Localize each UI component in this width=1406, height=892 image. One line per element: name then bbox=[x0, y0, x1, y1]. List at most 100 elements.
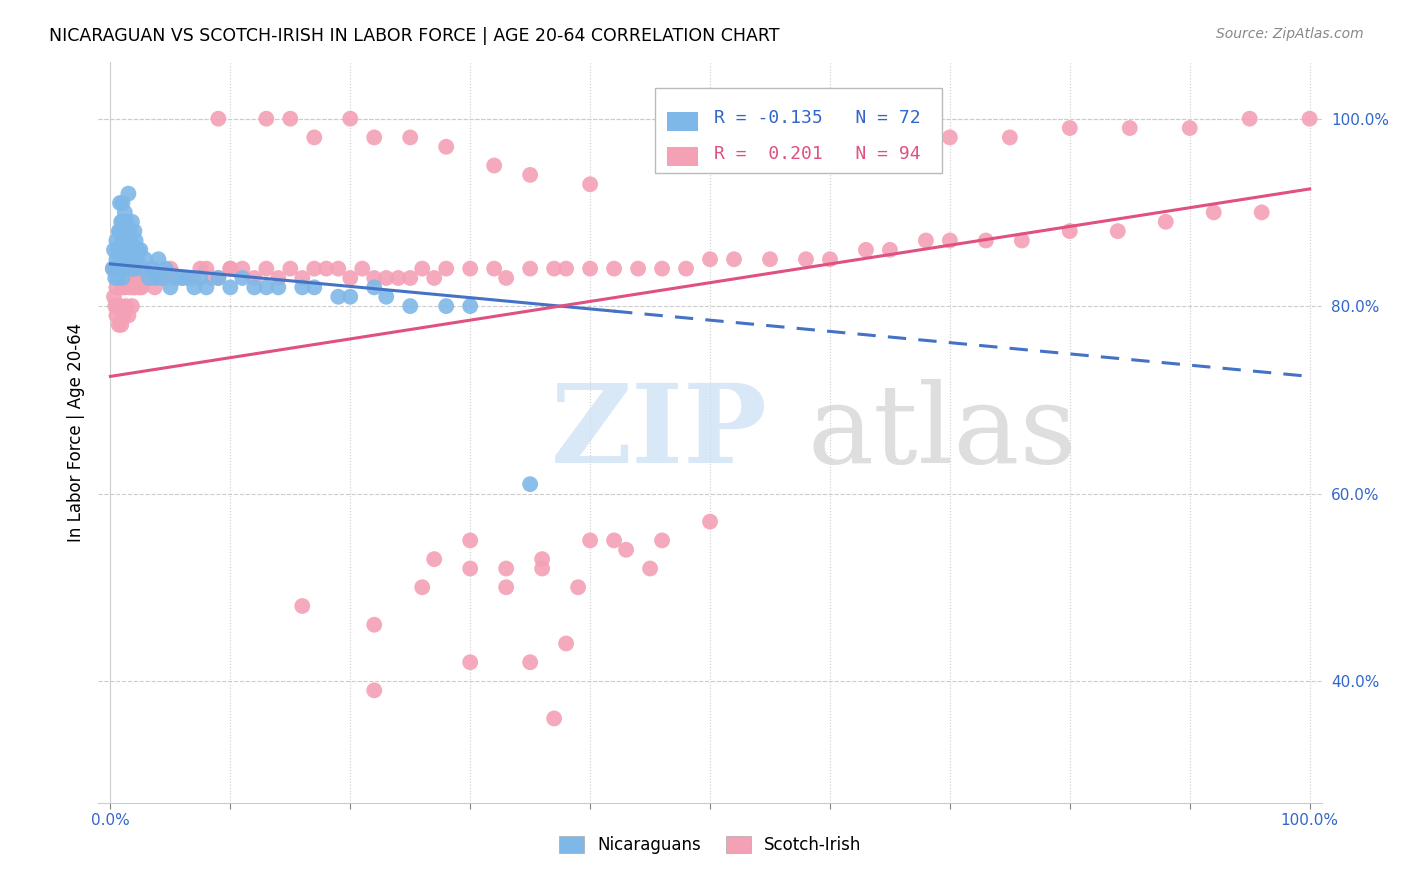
Point bbox=[304, 261, 326, 276]
Point bbox=[111, 252, 134, 267]
Point bbox=[108, 318, 129, 332]
Point bbox=[651, 533, 673, 548]
Point bbox=[132, 271, 155, 285]
Y-axis label: In Labor Force | Age 20-64: In Labor Force | Age 20-64 bbox=[66, 323, 84, 542]
Point bbox=[104, 271, 127, 285]
Point bbox=[458, 299, 481, 313]
Point bbox=[105, 280, 128, 294]
Point bbox=[423, 271, 446, 285]
Point bbox=[254, 261, 277, 276]
Point bbox=[614, 542, 637, 557]
Point bbox=[103, 243, 125, 257]
Point bbox=[108, 224, 129, 238]
Point bbox=[108, 196, 131, 211]
Point bbox=[1298, 112, 1320, 126]
Point bbox=[254, 280, 277, 294]
Point bbox=[531, 552, 554, 566]
Point bbox=[125, 271, 148, 285]
Point bbox=[543, 711, 565, 725]
Point bbox=[1178, 121, 1201, 136]
Point bbox=[219, 280, 242, 294]
Point bbox=[117, 309, 139, 323]
Point bbox=[107, 271, 129, 285]
Point bbox=[112, 309, 135, 323]
Point bbox=[129, 243, 152, 257]
Point bbox=[495, 271, 517, 285]
Point bbox=[399, 299, 422, 313]
Point bbox=[115, 299, 138, 313]
Point bbox=[110, 261, 132, 276]
Point bbox=[207, 271, 229, 285]
Point bbox=[134, 252, 156, 267]
Point bbox=[165, 271, 187, 285]
Point bbox=[183, 271, 205, 285]
Point bbox=[114, 280, 136, 294]
Point bbox=[141, 271, 163, 285]
Point bbox=[150, 271, 173, 285]
Point bbox=[254, 112, 277, 126]
Point bbox=[638, 561, 661, 575]
Point bbox=[105, 309, 128, 323]
Point bbox=[627, 261, 650, 276]
Point bbox=[115, 224, 138, 238]
Text: NICARAGUAN VS SCOTCH-IRISH IN LABOR FORCE | AGE 20-64 CORRELATION CHART: NICARAGUAN VS SCOTCH-IRISH IN LABOR FORC… bbox=[49, 27, 780, 45]
Point bbox=[939, 234, 962, 248]
Point bbox=[108, 252, 131, 267]
Point bbox=[399, 130, 422, 145]
Point bbox=[219, 261, 242, 276]
Point bbox=[105, 252, 128, 267]
Point bbox=[125, 252, 148, 267]
Point bbox=[117, 234, 139, 248]
Point bbox=[155, 271, 177, 285]
Point bbox=[132, 261, 155, 276]
Point bbox=[375, 290, 398, 304]
Point bbox=[651, 261, 673, 276]
Point bbox=[122, 243, 145, 257]
Point bbox=[124, 224, 146, 238]
Point bbox=[231, 271, 253, 285]
Text: Source: ZipAtlas.com: Source: ZipAtlas.com bbox=[1216, 27, 1364, 41]
Point bbox=[304, 280, 326, 294]
Point bbox=[201, 271, 224, 285]
Point bbox=[138, 271, 160, 285]
Point bbox=[145, 271, 167, 285]
Point bbox=[104, 261, 127, 276]
Point bbox=[291, 280, 314, 294]
Point bbox=[110, 215, 132, 229]
Point bbox=[118, 252, 141, 267]
Point bbox=[579, 178, 602, 192]
Point bbox=[122, 280, 145, 294]
Point bbox=[387, 271, 409, 285]
Point bbox=[555, 261, 578, 276]
Point bbox=[339, 112, 361, 126]
Point bbox=[148, 252, 170, 267]
Point bbox=[177, 271, 200, 285]
Point bbox=[434, 140, 457, 154]
Point bbox=[111, 215, 134, 229]
Point bbox=[110, 318, 132, 332]
Point bbox=[107, 261, 129, 276]
Point bbox=[159, 280, 181, 294]
Point bbox=[111, 196, 134, 211]
Point bbox=[495, 580, 517, 594]
Point bbox=[117, 186, 139, 201]
Point bbox=[115, 243, 138, 257]
Point bbox=[495, 561, 517, 575]
Legend: Nicaraguans, Scotch-Irish: Nicaraguans, Scotch-Irish bbox=[553, 830, 868, 861]
Text: R =  0.201   N = 94: R = 0.201 N = 94 bbox=[714, 145, 921, 162]
Point bbox=[172, 271, 194, 285]
Point bbox=[108, 299, 131, 313]
Point bbox=[111, 234, 134, 248]
Point bbox=[458, 533, 481, 548]
Point bbox=[143, 280, 166, 294]
Point bbox=[172, 271, 194, 285]
Point bbox=[1250, 205, 1272, 219]
Point bbox=[118, 280, 141, 294]
Point bbox=[1119, 121, 1142, 136]
Point bbox=[219, 261, 242, 276]
Point bbox=[818, 252, 841, 267]
Point bbox=[131, 280, 153, 294]
Point bbox=[879, 140, 901, 154]
Point bbox=[759, 252, 782, 267]
Point bbox=[482, 159, 505, 173]
